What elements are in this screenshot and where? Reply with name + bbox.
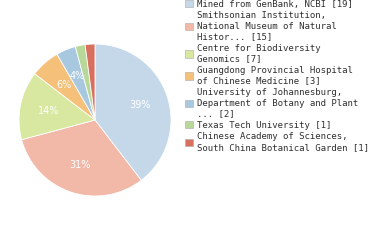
Text: 6%: 6% [56, 80, 71, 90]
Wedge shape [22, 120, 141, 196]
Text: 14%: 14% [38, 106, 60, 116]
Text: 4%: 4% [69, 72, 85, 81]
Wedge shape [35, 54, 95, 120]
Text: 39%: 39% [129, 100, 150, 110]
Wedge shape [57, 47, 95, 120]
Wedge shape [95, 44, 171, 180]
Legend: Mined from GenBank, NCBI [19], Smithsonian Institution,
National Museum of Natur: Mined from GenBank, NCBI [19], Smithsoni… [185, 0, 369, 152]
Wedge shape [19, 74, 95, 140]
Wedge shape [75, 45, 95, 120]
Text: 31%: 31% [69, 160, 90, 170]
Wedge shape [85, 44, 95, 120]
